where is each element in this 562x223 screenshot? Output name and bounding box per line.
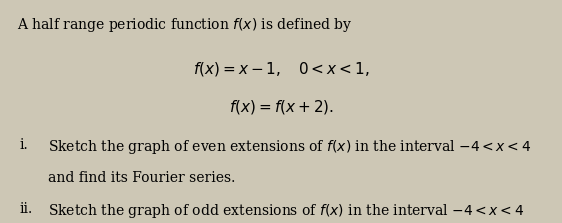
Text: and find its Fourier series.: and find its Fourier series.: [48, 171, 235, 185]
Text: ii.: ii.: [20, 202, 33, 216]
Text: $f(x) = x - 1, \quad 0 < x < 1,$: $f(x) = x - 1, \quad 0 < x < 1,$: [193, 60, 369, 78]
Text: Sketch the graph of odd extensions of $f(x)$ in the interval $-4 < x < 4$: Sketch the graph of odd extensions of $f…: [48, 202, 524, 220]
Text: A half range periodic function $f(x)$ is defined by: A half range periodic function $f(x)$ is…: [17, 16, 352, 34]
Text: i.: i.: [20, 138, 29, 152]
Text: $f(x) = f(x + 2).$: $f(x) = f(x + 2).$: [229, 98, 333, 116]
Text: Sketch the graph of even extensions of $f(x)$ in the interval $-4 < x < 4$: Sketch the graph of even extensions of $…: [48, 138, 531, 156]
